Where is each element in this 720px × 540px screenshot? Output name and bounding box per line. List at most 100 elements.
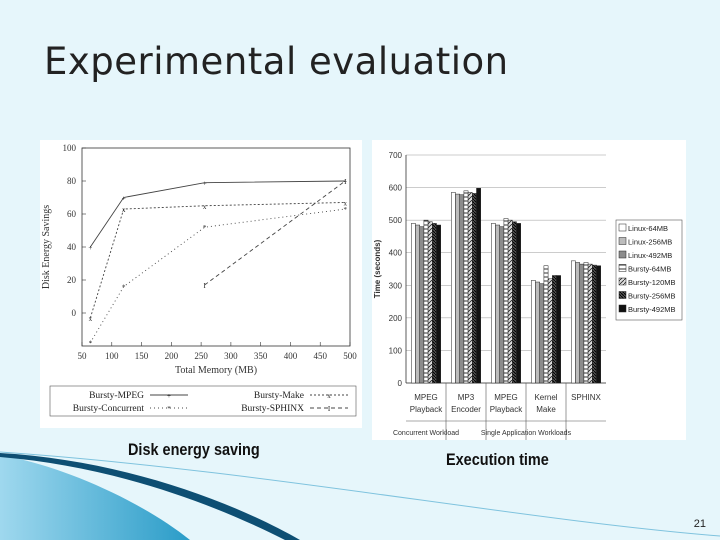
data-point-marker: * (89, 340, 93, 348)
data-point-marker: x (343, 199, 347, 207)
bar (472, 193, 477, 384)
x-tick-label: 250 (194, 351, 208, 361)
legend-swatch (618, 264, 627, 272)
legend-label: Bursty-Concurrent (73, 404, 145, 414)
data-point-marker: x (89, 315, 93, 323)
bar (503, 218, 509, 384)
bar (571, 260, 576, 384)
bar (535, 281, 540, 384)
bar (427, 221, 433, 384)
legend-marker: * (167, 405, 171, 413)
legend-label: Bursty-Make (254, 391, 304, 401)
bar (463, 190, 469, 384)
x-tick-label: 50 (78, 351, 88, 361)
legend-label: Linux-492MB (628, 251, 672, 260)
legend-swatch (618, 291, 627, 299)
legend-label: Bursty-256MB (628, 292, 676, 301)
bar (575, 262, 580, 384)
execution-time-bar-chart: 0 100 200 300 400 500 600 700 Time (seconds) MPEG… (373, 151, 683, 440)
data-point-marker: * (343, 206, 347, 214)
group-label: Concurrent Workload (393, 430, 459, 437)
decorative-swoosh (0, 451, 720, 540)
bar (455, 193, 460, 384)
bar (552, 275, 557, 384)
bar (592, 264, 597, 384)
legend-marker: x (327, 392, 331, 400)
bar (451, 192, 456, 384)
legend-marker: + (167, 392, 171, 400)
y-tick-label: 200 (389, 314, 403, 323)
y-tick-label: 40 (67, 242, 77, 252)
bar (411, 223, 416, 384)
y-tick-label: 80 (67, 176, 77, 186)
x-tick-label: 400 (284, 351, 298, 361)
bar (579, 263, 585, 384)
data-point-marker: + (203, 180, 207, 188)
series-line-1 (89, 202, 346, 319)
data-point-marker: + (343, 178, 347, 186)
x-tick-label: 500 (343, 351, 357, 361)
legend-swatch (618, 250, 627, 259)
data-point-marker: x (203, 203, 207, 211)
bar (547, 278, 553, 384)
bar (499, 226, 505, 384)
legend-marker: I (328, 405, 331, 413)
x-category-label-line1: MPEG (494, 393, 518, 402)
bar (531, 280, 536, 384)
y-tick-label: 500 (389, 216, 403, 225)
series-line-2 (89, 208, 346, 343)
bar (596, 265, 601, 384)
x-category-label-line1: MPEG (414, 393, 438, 402)
x-category-label-line1: SPHINX (571, 393, 601, 402)
y-axis-label: Disk Energy Savings (41, 205, 52, 289)
data-point-marker: I (344, 178, 347, 186)
x-tick-label: 200 (165, 351, 179, 361)
swoosh-dark (0, 453, 300, 540)
legend-box (615, 219, 683, 321)
legend-swatch (618, 277, 627, 286)
legend-swatch (618, 237, 627, 245)
legend-label: Bursty-120MB (628, 278, 676, 287)
legend-label: Linux-64MB (628, 224, 668, 233)
data-point-marker: * (203, 224, 207, 232)
bar (587, 263, 593, 384)
legend-label: Linux-256MB (628, 238, 672, 247)
legend-box (49, 385, 357, 417)
y-tick-label: 400 (389, 249, 403, 258)
y-tick-label: 20 (67, 275, 77, 285)
x-axis-label: Total Memory (MB) (175, 365, 257, 376)
legend-label: Bursty-MPEG (89, 391, 144, 401)
bar (423, 219, 429, 384)
bar (583, 262, 589, 384)
bar (507, 219, 513, 384)
caption-disk-energy-saving: Disk energy saving (128, 440, 260, 459)
slide-title: Experimental evaluation (44, 40, 509, 83)
bar (419, 226, 425, 384)
y-axis-label: Time (seconds) (373, 239, 382, 298)
x-category-label-line2: Playback (490, 405, 523, 414)
y-tick-label: 300 (389, 281, 403, 290)
swoosh-line (0, 451, 720, 537)
y-tick-label: 0 (72, 308, 77, 318)
x-category-label-line1: Kernel (534, 393, 557, 402)
group-label: Single Application Workloads (481, 430, 572, 437)
legend-label: Bursty-492MB (628, 305, 676, 314)
x-tick-label: 100 (105, 351, 119, 361)
energy-savings-line-chart: 0 20 40 60 80 100 50 100 150 200 250 300 350 400 450 50… (41, 143, 357, 417)
bar (459, 194, 465, 384)
bar (539, 283, 545, 384)
legend-label: Bursty-64MB (628, 265, 671, 274)
bar (415, 224, 420, 384)
series-line-3 (204, 180, 346, 286)
bar (436, 224, 441, 384)
bar (516, 223, 521, 384)
data-point-marker: * (122, 284, 126, 292)
x-tick-label: 150 (135, 351, 149, 361)
x-category-label-line2: Playback (410, 405, 443, 414)
bar (543, 265, 549, 384)
x-tick-label: 450 (313, 351, 327, 361)
data-point-marker: I (204, 282, 207, 290)
bar (476, 187, 481, 384)
data-point-marker: + (88, 244, 92, 252)
energy-savings-figure: 0 20 40 60 80 100 50 100 150 200 250 300 350 400 450 50… (40, 140, 362, 428)
